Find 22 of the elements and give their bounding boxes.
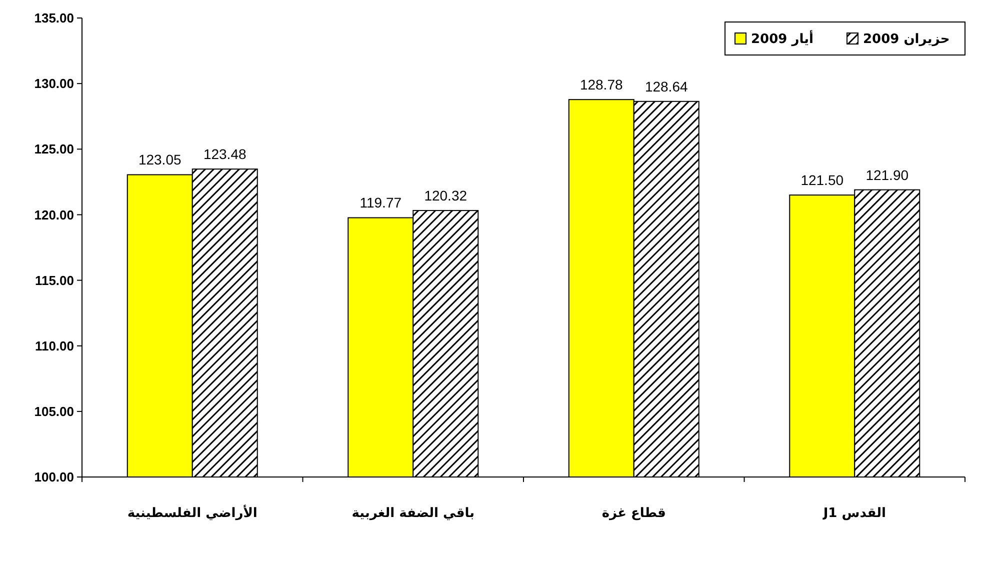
x-tick-label: قطاع غزة	[602, 506, 666, 521]
y-tick-label: 130.00	[34, 76, 74, 92]
text: 119.77	[360, 194, 402, 211]
text: 123.05	[138, 152, 182, 168]
text: 120.32	[424, 188, 468, 204]
legend-label: حزيران 2009	[863, 32, 950, 47]
text: 128.78	[580, 76, 623, 93]
legend-label: أيار 2009	[751, 30, 814, 47]
text: 123.48	[203, 146, 246, 162]
y-tick-label: 125.00	[34, 142, 74, 157]
text: 121.90	[866, 166, 909, 183]
y-tick-label: 110.00	[34, 338, 74, 354]
y-tick-label: 105.00	[34, 404, 74, 419]
y-tick-label: 120.00	[34, 207, 74, 222]
x-tick-label: القدس J1	[822, 506, 886, 521]
y-tick-label: 100.00	[34, 470, 74, 485]
x-tick-label: الأراضي الفلسطينية	[127, 504, 258, 521]
y-tick-label: 135.00	[34, 10, 74, 26]
text: 121.50	[800, 172, 844, 188]
y-tick-label: 115.00	[34, 272, 74, 288]
x-tick-label: باقي الضفة الغربية	[352, 506, 474, 521]
text: 128.64	[644, 78, 688, 94]
